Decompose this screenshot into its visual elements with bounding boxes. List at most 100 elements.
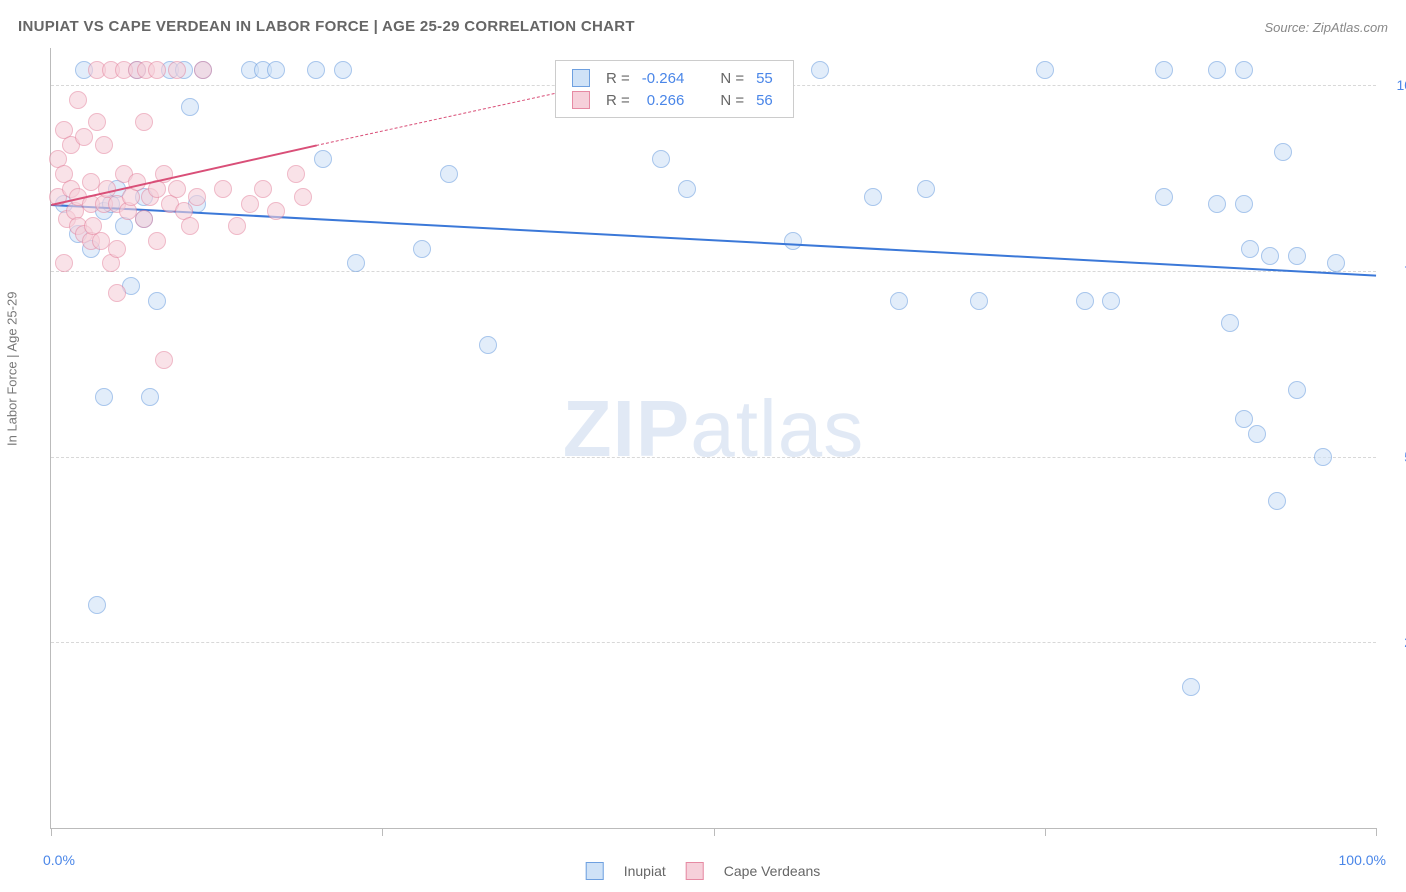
data-point bbox=[88, 596, 106, 614]
legend-swatch bbox=[572, 69, 590, 87]
x-tick bbox=[1376, 828, 1377, 836]
data-point bbox=[890, 292, 908, 310]
data-point bbox=[155, 351, 173, 369]
data-point bbox=[254, 180, 272, 198]
legend-r-value: -0.264 bbox=[636, 67, 691, 89]
data-point bbox=[1235, 61, 1253, 79]
x-tick bbox=[1045, 828, 1046, 836]
data-point bbox=[1261, 247, 1279, 265]
gridline bbox=[51, 642, 1376, 643]
legend-series-label: Cape Verdeans bbox=[724, 863, 821, 879]
gridline bbox=[51, 271, 1376, 272]
data-point bbox=[1155, 188, 1173, 206]
data-point bbox=[214, 180, 232, 198]
data-point bbox=[479, 336, 497, 354]
legend-series-label: Inupiat bbox=[624, 863, 666, 879]
data-point bbox=[678, 180, 696, 198]
chart-title: INUPIAT VS CAPE VERDEAN IN LABOR FORCE |… bbox=[18, 18, 635, 35]
legend-swatch bbox=[686, 862, 704, 880]
data-point bbox=[194, 61, 212, 79]
data-point bbox=[1221, 314, 1239, 332]
x-origin-label: 0.0% bbox=[43, 852, 75, 868]
data-point bbox=[287, 165, 305, 183]
data-point bbox=[69, 91, 87, 109]
correlation-legend: R =-0.264 N =55 R =0.266 N =56 bbox=[555, 60, 794, 118]
legend-n-label: N = bbox=[714, 67, 750, 89]
data-point bbox=[108, 240, 126, 258]
regression-line bbox=[316, 93, 555, 146]
data-point bbox=[440, 165, 458, 183]
data-point bbox=[148, 292, 166, 310]
legend-row: R =-0.264 N =55 bbox=[566, 67, 779, 89]
regression-line bbox=[51, 204, 1376, 277]
legend-r-value: 0.266 bbox=[636, 89, 691, 111]
legend-r-label: R = bbox=[600, 67, 636, 89]
data-point bbox=[75, 128, 93, 146]
series-legend: Inupiat Cape Verdeans bbox=[576, 862, 831, 880]
data-point bbox=[1208, 195, 1226, 213]
data-point bbox=[1248, 425, 1266, 443]
data-point bbox=[168, 61, 186, 79]
legend-r-label: R = bbox=[600, 89, 636, 111]
data-point bbox=[148, 232, 166, 250]
data-point bbox=[1235, 195, 1253, 213]
data-point bbox=[1268, 492, 1286, 510]
plot-inner: ZIPatlas 25.0%50.0%75.0%100.0% bbox=[51, 48, 1376, 828]
x-tick bbox=[51, 828, 52, 836]
data-point bbox=[1314, 448, 1332, 466]
x-max-label: 100.0% bbox=[1339, 852, 1386, 868]
plot-area: ZIPatlas 25.0%50.0%75.0%100.0% 0.0% 100.… bbox=[50, 48, 1376, 829]
data-point bbox=[1235, 410, 1253, 428]
legend-n-label: N = bbox=[714, 89, 750, 111]
legend-row: R =0.266 N =56 bbox=[566, 89, 779, 111]
legend-n-value: 56 bbox=[750, 89, 779, 111]
data-point bbox=[1102, 292, 1120, 310]
data-point bbox=[413, 240, 431, 258]
data-point bbox=[1327, 254, 1345, 272]
data-point bbox=[95, 388, 113, 406]
data-point bbox=[141, 388, 159, 406]
data-point bbox=[88, 113, 106, 131]
data-point bbox=[55, 254, 73, 272]
data-point bbox=[1288, 247, 1306, 265]
data-point bbox=[811, 61, 829, 79]
data-point bbox=[1241, 240, 1259, 258]
data-point bbox=[1076, 292, 1094, 310]
watermark: ZIPatlas bbox=[563, 383, 864, 475]
data-point bbox=[1036, 61, 1054, 79]
data-point bbox=[864, 188, 882, 206]
x-tick bbox=[382, 828, 383, 836]
data-point bbox=[294, 188, 312, 206]
data-point bbox=[228, 217, 246, 235]
gridline bbox=[51, 457, 1376, 458]
watermark-rest: atlas bbox=[690, 384, 864, 473]
legend-n-value: 55 bbox=[750, 67, 779, 89]
data-point bbox=[168, 180, 186, 198]
data-point bbox=[181, 217, 199, 235]
data-point bbox=[1274, 143, 1292, 161]
data-point bbox=[108, 284, 126, 302]
data-point bbox=[334, 61, 352, 79]
data-point bbox=[1182, 678, 1200, 696]
y-axis-label: In Labor Force | Age 25-29 bbox=[5, 292, 20, 446]
data-point bbox=[148, 61, 166, 79]
data-point bbox=[1155, 61, 1173, 79]
legend-swatch bbox=[572, 91, 590, 109]
data-point bbox=[267, 61, 285, 79]
data-point bbox=[135, 113, 153, 131]
data-point bbox=[347, 254, 365, 272]
data-point bbox=[314, 150, 332, 168]
data-point bbox=[181, 98, 199, 116]
data-point bbox=[267, 202, 285, 220]
source-label: Source: ZipAtlas.com bbox=[1264, 20, 1388, 35]
data-point bbox=[917, 180, 935, 198]
x-tick bbox=[714, 828, 715, 836]
data-point bbox=[970, 292, 988, 310]
data-point bbox=[241, 195, 259, 213]
data-point bbox=[784, 232, 802, 250]
watermark-bold: ZIP bbox=[563, 384, 690, 473]
data-point bbox=[652, 150, 670, 168]
y-tick-label: 100.0% bbox=[1397, 77, 1406, 93]
data-point bbox=[95, 136, 113, 154]
data-point bbox=[188, 188, 206, 206]
